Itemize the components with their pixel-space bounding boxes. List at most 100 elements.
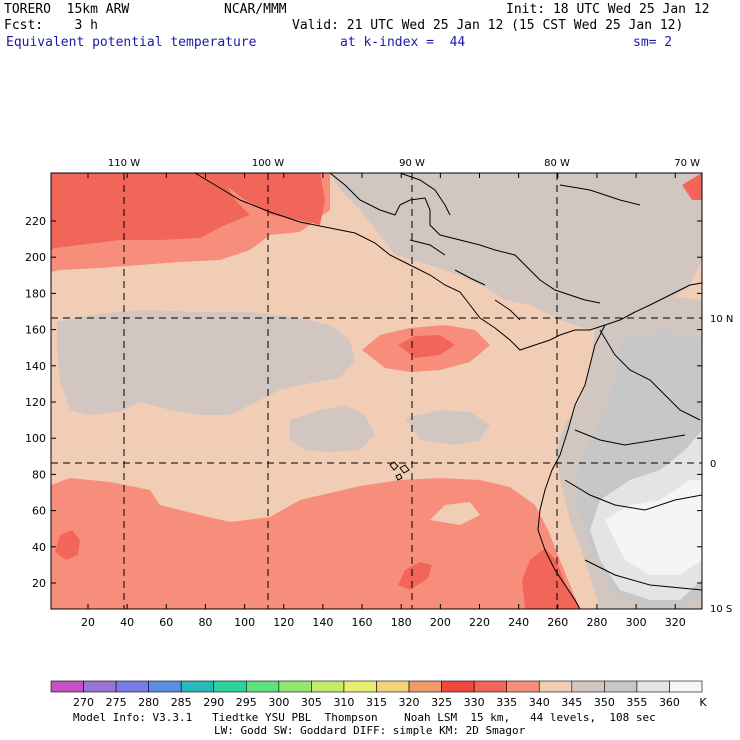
x-tick-label: 220 [469, 616, 490, 629]
colorbar-swatch [115, 680, 149, 693]
y-tick-label: 160 [25, 324, 46, 337]
x-tick-label: 300 [626, 616, 647, 629]
y-tick-label: 200 [25, 251, 46, 264]
colorbar-label: 320 [399, 696, 420, 709]
field-330-core [398, 335, 455, 358]
x-tick-label: 20 [81, 616, 95, 629]
colorbar-label: 355 [626, 696, 647, 709]
colorbar-swatch [246, 680, 280, 693]
model-info-line2: LW: Godd SW: Goddard DIFF: simple KM: 2D… [214, 724, 526, 737]
colorbar-swatch [538, 680, 573, 693]
colorbar-label: 350 [594, 696, 615, 709]
border-andes [564, 329, 702, 591]
x-tick-label: 240 [508, 616, 529, 629]
colorbar-swatch [180, 680, 215, 693]
field-330-se [522, 548, 580, 609]
colorbar-labels: 270 275 280 285 290 295 300 305 310 315 320 325 330 3… [73, 696, 707, 709]
x-tick-label: 200 [430, 616, 451, 629]
graticule [51, 173, 702, 609]
longitude-label: 70 W [674, 158, 700, 169]
x-tick-label: 100 [234, 616, 255, 629]
colorbar-label: 285 [171, 696, 192, 709]
level-label: at k-index = 44 [340, 35, 466, 50]
latitude-label: 0 [710, 459, 716, 470]
latitude-label: 10 N [710, 314, 733, 325]
colorbar-label: 335 [496, 696, 517, 709]
field-360-east [605, 480, 702, 575]
x-tick-label: 160 [352, 616, 373, 629]
colorbar-swatch [83, 680, 117, 693]
axis-labels: 20 40 60 80 100 120 140 160 180 200 220 20 40 60 80 100… [25, 158, 733, 629]
colorbar-swatch [571, 680, 605, 693]
y-tick-label: 60 [32, 505, 46, 518]
field-330-nw [51, 173, 250, 250]
coast-yucatan [399, 173, 451, 216]
x-tick-label: 120 [273, 616, 294, 629]
colorbar-swatch [408, 680, 442, 693]
latitude-label: 10 S [710, 604, 732, 615]
valid-time: Valid: 21 UTC Wed 25 Jan 12 (15 CST Wed … [292, 18, 684, 33]
x-tick-label: 260 [547, 616, 568, 629]
axis-ticks [51, 173, 702, 609]
colorbar-label: 315 [366, 696, 387, 709]
y-tick-label: 40 [32, 541, 46, 554]
model-info-line1: Model Info: V3.3.1 Tiedtke YSU PBL Thomp… [73, 711, 656, 724]
colorbar-label: 340 [529, 696, 550, 709]
coastlines [194, 173, 702, 609]
coast-southamerica [537, 324, 606, 609]
coast-gulf [329, 173, 601, 304]
colorbar-label: 345 [561, 696, 582, 709]
colorbar-label: 270 [73, 696, 94, 709]
center-label: NCAR/MMM [224, 2, 287, 17]
longitude-label: 110 W [108, 158, 140, 169]
colorbar-swatch [278, 680, 312, 693]
colorbar-swatch [213, 680, 247, 693]
field-345-gulf [330, 173, 702, 330]
x-tick-label: 80 [198, 616, 212, 629]
x-tick-label: 60 [159, 616, 173, 629]
colorbar-label: 290 [203, 696, 224, 709]
model-title: TORERO 15km ARW [4, 2, 130, 17]
colorbar-label: 280 [138, 696, 159, 709]
colorbar-label: 305 [301, 696, 322, 709]
longitude-label: 100 W [252, 158, 284, 169]
y-tick-label: 140 [25, 360, 46, 373]
colorbar-label: 310 [333, 696, 354, 709]
y-tick-label: 180 [25, 287, 46, 300]
colorbar-label: 275 [106, 696, 127, 709]
field-335-south [51, 478, 580, 609]
field-345-patch [620, 318, 660, 338]
theta-e-field [51, 173, 702, 609]
field-340-s-patch [430, 502, 480, 525]
y-tick-label: 220 [25, 215, 46, 228]
y-tick-label: 120 [25, 396, 46, 409]
colorbar-label: 330 [464, 696, 485, 709]
y-tick-label: 100 [25, 432, 46, 445]
colorbar-swatch [669, 680, 703, 693]
colorbar [50, 680, 703, 693]
colorbar-swatch [376, 680, 410, 693]
colorbar-swatch [506, 680, 540, 693]
longitude-label: 90 W [399, 158, 425, 169]
colorbar-label: 360 [659, 696, 680, 709]
colorbar-swatch [604, 680, 638, 693]
coast-cuba [559, 184, 641, 206]
colorbar-swatch [50, 680, 84, 693]
map-frame [50, 172, 703, 610]
y-tick-label: 20 [32, 577, 46, 590]
x-tick-label: 280 [586, 616, 607, 629]
colorbar-label: 295 [236, 696, 257, 709]
colorbar-label: 300 [268, 696, 289, 709]
colorbar-swatch [148, 680, 182, 693]
coast-mexico [194, 173, 702, 351]
x-tick-label: 40 [120, 616, 134, 629]
colorbar-label: 325 [431, 696, 452, 709]
x-tick-label: 180 [391, 616, 412, 629]
field-345-strip [405, 410, 490, 445]
colorbar-swatch [473, 680, 507, 693]
colorbar-swatch [311, 680, 345, 693]
field-330-sw [55, 530, 80, 560]
field-330-ne [682, 173, 702, 200]
smoothing-label: sm= 2 [633, 35, 673, 50]
